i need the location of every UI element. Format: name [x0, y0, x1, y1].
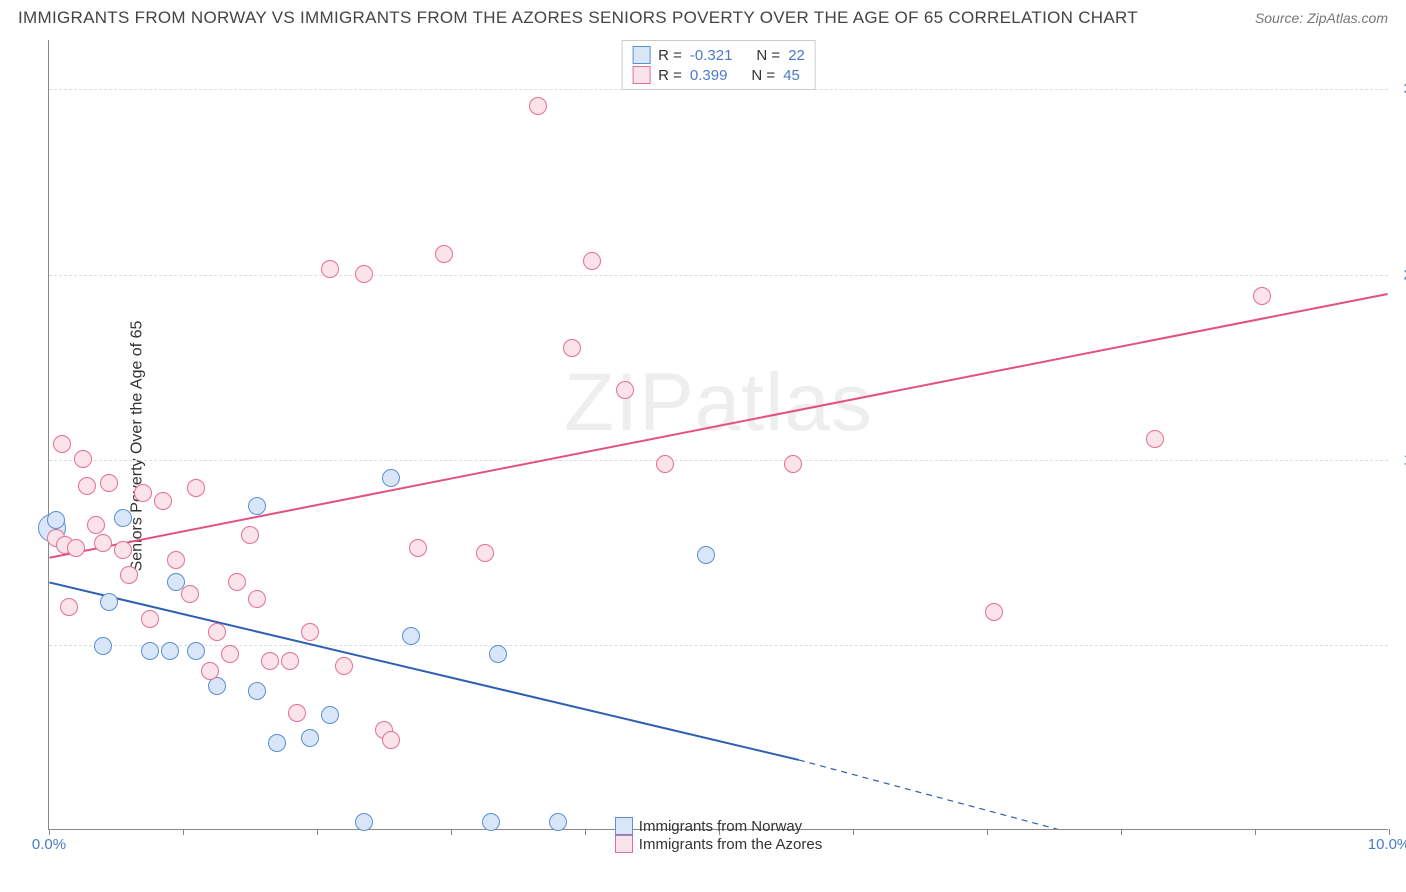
legend-n-value: 22: [788, 47, 805, 64]
gridline: [49, 460, 1388, 461]
chart-source: Source: ZipAtlas.com: [1255, 10, 1388, 26]
gridline: [49, 645, 1388, 646]
data-point-norway: [382, 469, 400, 487]
data-point-azores: [78, 477, 96, 495]
regression-line-azores: [49, 294, 1387, 558]
data-point-azores: [67, 539, 85, 557]
legend-r-value: 0.399: [690, 67, 728, 84]
data-point-azores: [100, 474, 118, 492]
data-point-azores: [134, 484, 152, 502]
data-point-azores: [583, 252, 601, 270]
series-label: Immigrants from Norway: [639, 818, 802, 835]
legend-row-norway: R = -0.321 N = 22: [632, 45, 805, 65]
data-point-azores: [476, 544, 494, 562]
data-point-norway: [161, 642, 179, 660]
data-point-azores: [435, 245, 453, 263]
data-point-azores: [261, 652, 279, 670]
data-point-azores: [60, 598, 78, 616]
bottom-legend-item-norway: Immigrants from Norway: [615, 817, 822, 835]
data-point-norway: [248, 497, 266, 515]
data-point-azores: [201, 662, 219, 680]
series-label: Immigrants from the Azores: [639, 836, 822, 853]
legend-n-value: 45: [783, 67, 800, 84]
data-point-azores: [87, 516, 105, 534]
data-point-azores: [167, 551, 185, 569]
data-point-azores: [355, 265, 373, 283]
correlation-legend: R =-0.321N =22R =0.399N =45: [621, 40, 816, 90]
data-point-norway: [141, 642, 159, 660]
data-point-azores: [181, 585, 199, 603]
data-point-norway: [248, 682, 266, 700]
data-point-norway: [489, 645, 507, 663]
data-point-azores: [1253, 287, 1271, 305]
data-point-norway: [47, 511, 65, 529]
data-point-norway: [100, 593, 118, 611]
data-point-azores: [382, 731, 400, 749]
data-point-azores: [94, 534, 112, 552]
legend-n-label: N =: [756, 47, 780, 64]
data-point-norway: [114, 509, 132, 527]
legend-swatch-icon: [632, 46, 650, 64]
legend-swatch-icon: [632, 66, 650, 84]
legend-swatch-icon: [615, 835, 633, 853]
legend-row-azores: R = 0.399 N = 45: [632, 65, 805, 85]
series-legend: Immigrants from NorwayImmigrants from th…: [49, 817, 1388, 853]
data-point-norway: [301, 729, 319, 747]
legend-r-label: R =: [658, 47, 682, 64]
plot-area: ZIPatlas 7.5%15.0%22.5%30.0% 0.0%10.0% R…: [48, 40, 1388, 830]
data-point-azores: [228, 573, 246, 591]
data-point-azores: [187, 479, 205, 497]
data-point-norway: [268, 734, 286, 752]
ytick-label: 15.0%: [1394, 451, 1406, 468]
data-point-azores: [335, 657, 353, 675]
data-point-azores: [321, 260, 339, 278]
data-point-norway: [402, 627, 420, 645]
data-point-azores: [656, 455, 674, 473]
regression-lines: [49, 40, 1388, 829]
data-point-azores: [74, 450, 92, 468]
ytick-label: 30.0%: [1394, 81, 1406, 98]
ytick-label: 7.5%: [1394, 636, 1406, 653]
data-point-azores: [154, 492, 172, 510]
data-point-azores: [53, 435, 71, 453]
data-point-azores: [563, 339, 581, 357]
bottom-legend-item-azores: Immigrants from the Azores: [615, 835, 822, 853]
xtick-mark: [1389, 829, 1390, 835]
data-point-norway: [321, 706, 339, 724]
data-point-azores: [409, 539, 427, 557]
data-point-azores: [114, 541, 132, 559]
data-point-azores: [281, 652, 299, 670]
data-point-azores: [248, 590, 266, 608]
data-point-norway: [697, 546, 715, 564]
data-point-azores: [288, 704, 306, 722]
watermark: ZIPatlas: [564, 356, 873, 450]
data-point-azores: [241, 526, 259, 544]
legend-n-label: N =: [751, 67, 775, 84]
data-point-norway: [94, 637, 112, 655]
data-point-azores: [221, 645, 239, 663]
data-point-azores: [1146, 430, 1164, 448]
data-point-azores: [301, 623, 319, 641]
data-point-azores: [529, 97, 547, 115]
data-point-azores: [208, 623, 226, 641]
chart-header: IMMIGRANTS FROM NORWAY VS IMMIGRANTS FRO…: [18, 8, 1388, 28]
legend-swatch-icon: [615, 817, 633, 835]
data-point-azores: [985, 603, 1003, 621]
data-point-azores: [120, 566, 138, 584]
gridline: [49, 275, 1388, 276]
data-point-azores: [616, 381, 634, 399]
chart-title: IMMIGRANTS FROM NORWAY VS IMMIGRANTS FRO…: [18, 8, 1138, 28]
data-point-azores: [784, 455, 802, 473]
data-point-norway: [187, 642, 205, 660]
regression-line-norway: [49, 582, 798, 760]
ytick-label: 22.5%: [1394, 266, 1406, 283]
legend-r-label: R =: [658, 67, 682, 84]
legend-r-value: -0.321: [690, 47, 733, 64]
data-point-azores: [141, 610, 159, 628]
